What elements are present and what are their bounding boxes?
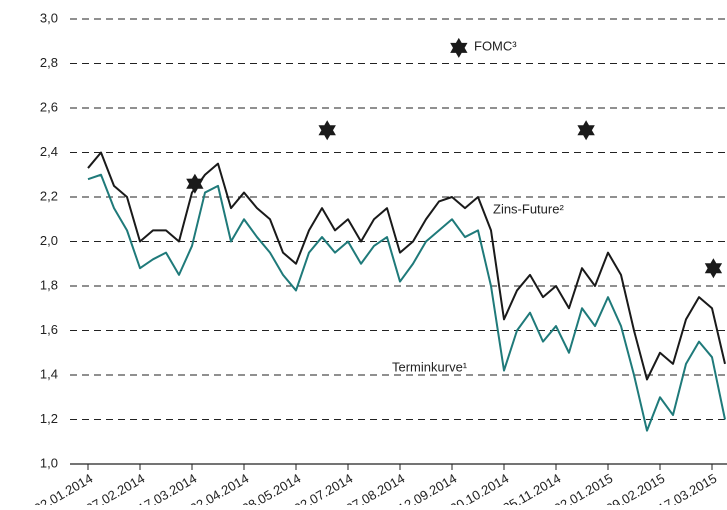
fomc-star <box>577 120 595 141</box>
x-tick-label: 02.07.2014 <box>291 471 355 505</box>
y-tick-label: 1,2 <box>40 411 58 426</box>
series-line <box>87 173 726 432</box>
x-tick-label: 22.04.2014 <box>187 471 251 505</box>
x-tick-label: 17.03.2014 <box>135 471 199 505</box>
x-tick-label: 02.01.2014 <box>31 471 95 505</box>
y-tick-label: 2,4 <box>40 144 58 159</box>
x-tick-label: 07.02.2014 <box>83 471 147 505</box>
series-label: Zins-Future² <box>493 201 564 216</box>
y-tick-label: 1,8 <box>40 277 58 292</box>
x-tick-label: 28.05.2014 <box>239 471 303 505</box>
x-tick-label: 02.01.2015 <box>551 471 615 505</box>
y-tick-label: 2,8 <box>40 55 58 70</box>
x-tick-label: 12.09.2014 <box>395 471 459 505</box>
fomc-star <box>186 173 204 194</box>
series-label: Terminkurve¹ <box>392 359 468 374</box>
x-tick-label: 07.08.2014 <box>343 471 407 505</box>
x-tick-label: 20.10.2014 <box>447 471 511 505</box>
y-tick-label: 2,0 <box>40 233 58 248</box>
x-tick-label: 09.02.2015 <box>603 471 667 505</box>
fomc-star <box>450 37 468 58</box>
y-tick-label: 2,6 <box>40 99 58 114</box>
y-tick-label: 1,0 <box>40 455 58 470</box>
legend-label: FOMC³ <box>474 38 517 53</box>
y-tick-label: 1,6 <box>40 322 58 337</box>
x-tick-label: 17.03.2015 <box>655 471 719 505</box>
y-tick-label: 1,4 <box>40 366 58 381</box>
y-tick-label: 3,0 <box>40 10 58 25</box>
fomc-star <box>318 120 336 141</box>
fomc-star <box>704 258 723 279</box>
x-tick-label: 25.11.2014 <box>500 471 563 505</box>
y-tick-label: 2,2 <box>40 188 58 203</box>
